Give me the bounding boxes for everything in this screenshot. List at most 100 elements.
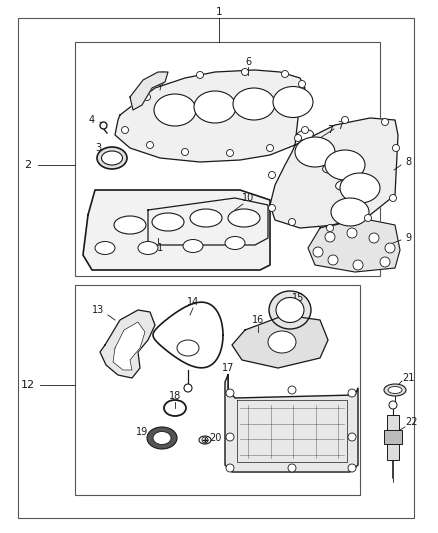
Ellipse shape: [152, 213, 184, 231]
Ellipse shape: [194, 91, 236, 123]
Circle shape: [381, 118, 389, 125]
Ellipse shape: [199, 436, 211, 444]
Ellipse shape: [295, 137, 335, 167]
Text: 7: 7: [337, 121, 343, 131]
Text: 21: 21: [402, 373, 414, 383]
Ellipse shape: [102, 151, 123, 165]
Text: 13: 13: [92, 305, 104, 315]
Ellipse shape: [183, 239, 203, 253]
Circle shape: [226, 464, 234, 472]
Circle shape: [268, 205, 276, 212]
Circle shape: [389, 195, 396, 201]
Circle shape: [364, 214, 371, 222]
Ellipse shape: [331, 198, 369, 226]
Circle shape: [226, 389, 234, 397]
Text: 7: 7: [327, 125, 333, 135]
Circle shape: [325, 232, 335, 242]
Text: 6: 6: [245, 57, 251, 67]
Ellipse shape: [138, 241, 158, 254]
Ellipse shape: [154, 94, 196, 126]
Text: 5: 5: [159, 71, 165, 81]
Text: 22: 22: [406, 417, 418, 427]
Ellipse shape: [225, 237, 245, 249]
Bar: [384, 430, 402, 444]
Circle shape: [202, 437, 208, 443]
Circle shape: [348, 464, 356, 472]
Text: 8: 8: [405, 157, 411, 167]
Circle shape: [299, 80, 305, 87]
Ellipse shape: [322, 163, 339, 173]
Polygon shape: [113, 322, 145, 370]
Circle shape: [184, 384, 192, 392]
Ellipse shape: [228, 209, 260, 227]
Circle shape: [282, 70, 289, 77]
Circle shape: [146, 141, 153, 149]
Ellipse shape: [325, 150, 365, 180]
Circle shape: [353, 260, 363, 270]
Ellipse shape: [384, 384, 406, 396]
Ellipse shape: [177, 340, 199, 356]
Polygon shape: [130, 72, 168, 110]
Text: 20: 20: [209, 433, 221, 443]
Circle shape: [288, 386, 296, 394]
Ellipse shape: [276, 297, 304, 322]
Ellipse shape: [268, 331, 296, 353]
Ellipse shape: [269, 291, 311, 329]
Text: 14: 14: [187, 297, 199, 307]
Text: 1: 1: [215, 7, 223, 17]
Bar: [75, 42, 380, 276]
Circle shape: [313, 247, 323, 257]
Circle shape: [385, 243, 395, 253]
Circle shape: [226, 433, 234, 441]
Circle shape: [268, 172, 276, 179]
Ellipse shape: [340, 173, 380, 203]
Circle shape: [389, 401, 397, 409]
Circle shape: [289, 219, 296, 225]
Polygon shape: [308, 218, 400, 272]
Ellipse shape: [388, 386, 402, 393]
Circle shape: [348, 433, 356, 441]
Circle shape: [326, 224, 333, 231]
Text: 3: 3: [95, 143, 101, 153]
Circle shape: [348, 389, 356, 397]
Text: 11: 11: [152, 243, 164, 253]
Polygon shape: [115, 70, 305, 162]
Text: 17: 17: [222, 363, 234, 373]
Text: 16: 16: [252, 315, 264, 325]
Ellipse shape: [297, 130, 314, 140]
Text: 10: 10: [242, 193, 254, 203]
Text: 18: 18: [169, 391, 181, 401]
Circle shape: [288, 464, 296, 472]
Ellipse shape: [233, 88, 275, 120]
Ellipse shape: [153, 432, 171, 445]
Ellipse shape: [95, 241, 115, 254]
Text: 12: 12: [21, 380, 35, 390]
Circle shape: [328, 255, 338, 265]
Circle shape: [197, 71, 204, 78]
Text: 9: 9: [405, 233, 411, 243]
Bar: [75, 285, 360, 495]
Ellipse shape: [190, 209, 222, 227]
Text: 19: 19: [136, 427, 148, 437]
Circle shape: [347, 228, 357, 238]
Polygon shape: [225, 375, 358, 472]
Circle shape: [369, 233, 379, 243]
Circle shape: [156, 78, 163, 85]
Circle shape: [380, 257, 390, 267]
Circle shape: [241, 69, 248, 76]
Ellipse shape: [97, 147, 127, 169]
Text: 2: 2: [25, 160, 32, 170]
Ellipse shape: [273, 86, 313, 117]
Polygon shape: [100, 310, 155, 378]
Circle shape: [392, 144, 399, 151]
Circle shape: [342, 117, 349, 124]
Circle shape: [266, 144, 273, 151]
Circle shape: [181, 149, 188, 156]
Ellipse shape: [147, 427, 177, 449]
Circle shape: [144, 93, 151, 101]
Bar: [387, 415, 399, 460]
Ellipse shape: [114, 216, 146, 234]
Ellipse shape: [310, 147, 326, 157]
Ellipse shape: [336, 180, 353, 190]
Text: 4: 4: [89, 115, 95, 125]
